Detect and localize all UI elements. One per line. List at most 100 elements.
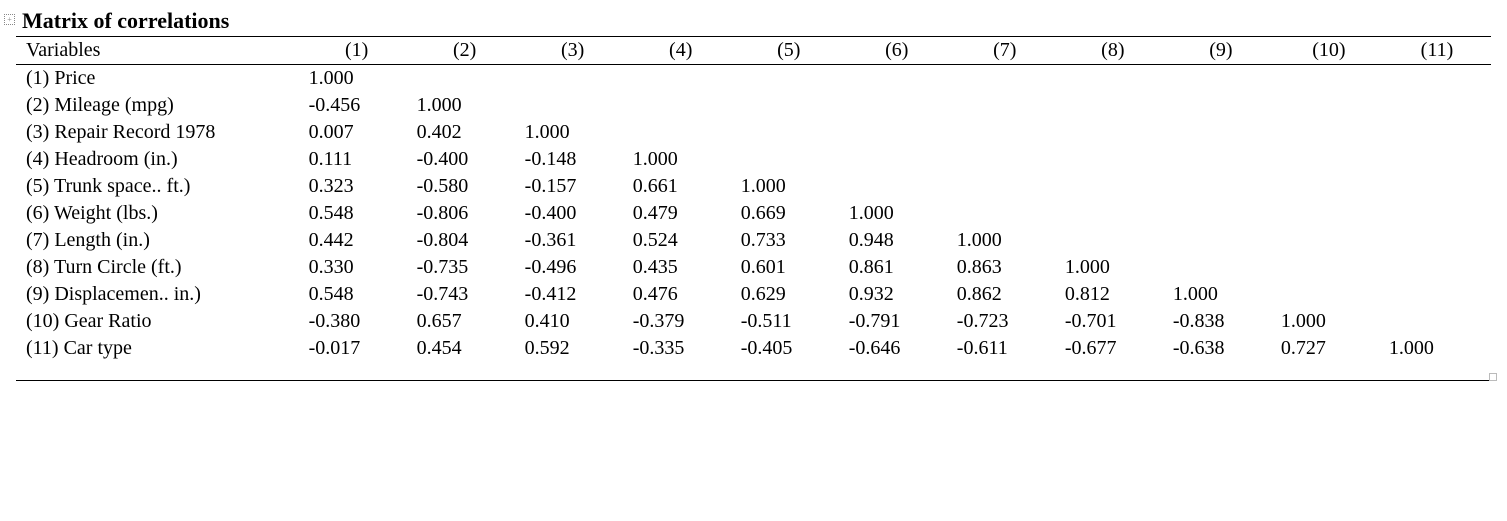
table-row: (4) Headroom (in.) 0.111 -0.400 -0.148 1… [16,146,1491,173]
cell: -0.361 [519,227,627,254]
cell: -0.157 [519,173,627,200]
cell [1275,92,1383,119]
cell [1275,173,1383,200]
cell: -0.148 [519,146,627,173]
cell: 0.330 [303,254,411,281]
cell [1059,227,1167,254]
cell [1275,281,1383,308]
cell [843,173,951,200]
cell [519,65,627,93]
cell: 0.454 [411,335,519,362]
row-label: (11) Car type [16,335,303,362]
cell: -0.611 [951,335,1059,362]
row-label: (2) Mileage (mpg) [16,92,303,119]
cell [1167,146,1275,173]
table-row: (8) Turn Circle (ft.) 0.330 -0.735 -0.49… [16,254,1491,281]
cell [1383,146,1491,173]
table-row: (6) Weight (lbs.) 0.548 -0.806 -0.400 0.… [16,200,1491,227]
table-row: (10) Gear Ratio -0.380 0.657 0.410 -0.37… [16,308,1491,335]
cell: 0.861 [843,254,951,281]
cell [1059,92,1167,119]
header-row: Variables (1) (2) (3) (4) (5) (6) (7) (8… [16,37,1491,65]
cell: -0.511 [735,308,843,335]
cell: -0.804 [411,227,519,254]
cell [627,119,735,146]
cell [951,200,1059,227]
cell: 0.661 [627,173,735,200]
cell: 0.592 [519,335,627,362]
variables-header: Variables [16,37,303,65]
cell: 0.548 [303,200,411,227]
table-row: (3) Repair Record 1978 0.007 0.402 1.000 [16,119,1491,146]
cell [735,119,843,146]
table-row: (11) Car type -0.017 0.454 0.592 -0.335 … [16,335,1491,362]
correlation-matrix-block: + Matrix of correlations Variables (1) (… [16,8,1491,381]
cell [1167,92,1275,119]
cell: -0.456 [303,92,411,119]
cell: 1.000 [735,173,843,200]
cell: 0.863 [951,254,1059,281]
cell [951,92,1059,119]
bottom-rule [16,380,1491,381]
cell: 1.000 [1167,281,1275,308]
cell: 0.323 [303,173,411,200]
col-header: (6) [843,37,951,65]
col-header: (7) [951,37,1059,65]
cell: -0.335 [627,335,735,362]
cell: 0.410 [519,308,627,335]
cell [1059,65,1167,93]
table-title: Matrix of correlations [16,8,1491,36]
row-label: (1) Price [16,65,303,93]
cell: 0.948 [843,227,951,254]
cell [1167,65,1275,93]
cell [1383,281,1491,308]
cell [1383,119,1491,146]
cell: 1.000 [951,227,1059,254]
cell [1275,146,1383,173]
col-header: (5) [735,37,843,65]
cell: 0.657 [411,308,519,335]
cell: -0.405 [735,335,843,362]
col-header: (11) [1383,37,1491,65]
cell [843,65,951,93]
cell: -0.701 [1059,308,1167,335]
cell [1059,173,1167,200]
col-header: (3) [519,37,627,65]
cell: 1.000 [1059,254,1167,281]
col-header: (2) [411,37,519,65]
cell [1275,227,1383,254]
row-label: (8) Turn Circle (ft.) [16,254,303,281]
cell: 0.524 [627,227,735,254]
cell [1383,65,1491,93]
cell [1383,308,1491,335]
cell: 0.548 [303,281,411,308]
cell: 0.476 [627,281,735,308]
cell: 1.000 [843,200,951,227]
cell: -0.017 [303,335,411,362]
row-label: (9) Displacemen.. in.) [16,281,303,308]
cell: -0.638 [1167,335,1275,362]
cell [519,92,627,119]
cell [627,65,735,93]
table-row: (1) Price 1.000 [16,65,1491,93]
cell: -0.580 [411,173,519,200]
row-label: (6) Weight (lbs.) [16,200,303,227]
cell [735,92,843,119]
cell [951,173,1059,200]
row-label: (3) Repair Record 1978 [16,119,303,146]
cell: -0.838 [1167,308,1275,335]
row-label: (4) Headroom (in.) [16,146,303,173]
cell: 1.000 [627,146,735,173]
cell [843,119,951,146]
cell: -0.806 [411,200,519,227]
table-body: (1) Price 1.000 (2) Mileage (mpg) -0.456… [16,65,1491,363]
cell: -0.646 [843,335,951,362]
cell: 0.435 [627,254,735,281]
col-header: (1) [303,37,411,65]
cell [1275,200,1383,227]
cell [627,92,735,119]
table-row: (5) Trunk space.. ft.) 0.323 -0.580 -0.1… [16,173,1491,200]
cell [1383,173,1491,200]
row-label: (7) Length (in.) [16,227,303,254]
cell [843,146,951,173]
